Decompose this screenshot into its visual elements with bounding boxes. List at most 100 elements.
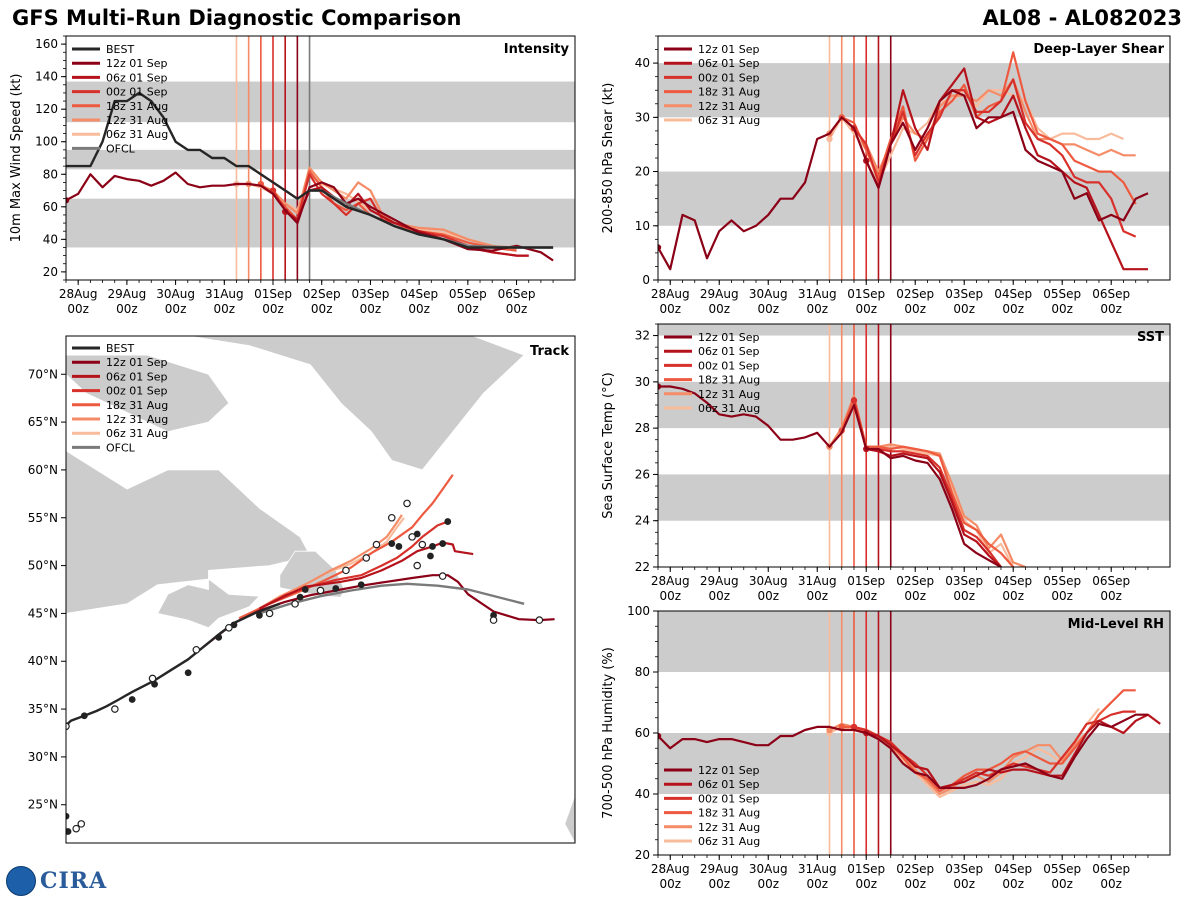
rh-xtick-date: 01Sep [847, 862, 885, 876]
track-marker-filled [296, 593, 304, 601]
track-marker-filled [388, 540, 396, 547]
africa-landmass [564, 795, 575, 843]
shear-plot-area [658, 36, 1170, 280]
track-title: Track [530, 344, 569, 359]
track-marker-open [413, 561, 422, 570]
rh-legend-label: 06z 31 Aug [698, 835, 760, 848]
cira-logo-text: CIRA [40, 868, 108, 894]
intensity-ytick-label: 60 [43, 200, 58, 214]
track-marker-filled [395, 543, 403, 550]
shear-legend-label: 00z 01 Sep [698, 71, 760, 84]
rh-ylabel: 700-500 hPa Humidity (%) [601, 647, 616, 819]
shear-xtick-hour: 00z [1051, 302, 1073, 316]
sst-xtick-hour: 00z [806, 589, 828, 603]
intensity-series-best [66, 91, 554, 249]
shear-legend-label: 18z 31 Aug [698, 86, 760, 99]
sst-ylabel: Sea Surface Temp (°C) [601, 372, 616, 519]
shear-xtick-date: 31Aug [798, 287, 837, 301]
sst-legend-label: 00z 01 Sep [698, 359, 760, 372]
sst-title: SST [1137, 330, 1164, 345]
intensity-xtick-date: 31Aug [205, 287, 244, 301]
shear-legend-label: 12z 31 Aug [698, 100, 760, 113]
sst-xtick-hour: 00z [757, 589, 779, 603]
sst-xtick-hour: 00z [855, 589, 877, 603]
track-legend-label: 06z 31 Aug [106, 427, 168, 440]
intensity-legend-label: 06z 31 Aug [106, 128, 168, 141]
rh-panel: 2040608010028Aug00z29Aug00z30Aug00z31Aug… [601, 604, 1171, 891]
intensity-band-1 [66, 149, 575, 170]
shear-xtick-date: 04Sep [994, 287, 1032, 301]
shear-ytick-label: 40 [635, 56, 650, 70]
shear-title: Deep-Layer Shear [1033, 42, 1164, 57]
intensity-xtick-date: 30Aug [156, 287, 195, 301]
intensity-ytick-label: 40 [43, 232, 58, 246]
sst-xtick-date: 05Sep [1043, 574, 1081, 588]
track-marker-open [111, 705, 119, 713]
greenland-landmass [188, 336, 525, 471]
track-marker-filled [429, 543, 436, 550]
shear-xtick-hour: 00z [757, 302, 779, 316]
rh-xtick-date: 04Sep [994, 862, 1032, 876]
storm-id-title: AL08 - AL082023 [982, 6, 1183, 30]
sst-xtick-hour: 00z [1100, 589, 1122, 603]
shear-panel: 01020304028Aug00z29Aug00z30Aug00z31Aug00… [601, 35, 1171, 316]
shear-ytick-label: 0 [642, 273, 650, 287]
sst-legend-label: 18z 31 Aug [698, 374, 760, 387]
track-ytick-label: 50°N [28, 559, 58, 573]
rh-xtick-date: 28Aug [651, 862, 690, 876]
track-map-area [66, 336, 575, 843]
sst-ytick-label: 26 [635, 467, 650, 481]
intensity-xtick-hour: 00z [262, 302, 284, 316]
sst-xtick-hour: 00z [1051, 589, 1073, 603]
rh-xtick-hour: 00z [953, 877, 975, 891]
sst-xtick-date: 03Sep [945, 574, 983, 588]
track-series-18z-31-aug [238, 474, 454, 620]
intensity-xtick-date: 02Sep [303, 287, 341, 301]
shear-xtick-date: 02Sep [896, 287, 934, 301]
shear-series-12z-01-sep [658, 89, 1149, 271]
rh-legend-label: 12z 01 Sep [698, 764, 760, 777]
intensity-legend-label: BEST [106, 43, 134, 56]
rh-legend-label: 06z 01 Sep [698, 778, 760, 791]
sst-xtick-hour: 00z [659, 589, 681, 603]
track-ytick-label: 65°N [28, 415, 58, 429]
shear-series-18z-31-aug [841, 51, 1137, 205]
rh-ytick-label: 80 [635, 665, 650, 679]
track-legend-label: 06z 01 Sep [106, 370, 168, 383]
rh-ytick-label: 40 [635, 787, 650, 801]
track-marker-open [342, 566, 350, 575]
rh-xtick-hour: 00z [1100, 877, 1122, 891]
shear-legend-label: 12z 01 Sep [698, 43, 760, 56]
shear-ytick-label: 30 [635, 110, 650, 124]
track-ytick-label: 40°N [28, 654, 58, 668]
track-marker-open [225, 623, 233, 632]
intensity-xtick-date: 05Sep [449, 287, 487, 301]
track-marker-filled [128, 696, 136, 703]
track-marker-open [438, 572, 447, 580]
track-marker-filled [357, 581, 365, 589]
track-frame [65, 335, 576, 844]
shear-xtick-date: 05Sep [1043, 287, 1081, 301]
track-marker-open [148, 674, 157, 683]
shear-xtick-hour: 00z [659, 302, 681, 316]
track-legend-label: BEST [106, 342, 134, 355]
sst-ytick-label: 30 [635, 375, 650, 389]
page-title: GFS Multi-Run Diagnostic Comparison [12, 6, 462, 30]
rh-xtick-hour: 00z [904, 877, 926, 891]
track-marker-open [403, 499, 411, 508]
intensity-xtick-date: 29Aug [108, 287, 147, 301]
shear-series-00z-01-sep [853, 78, 1137, 238]
intensity-ytick-label: 20 [43, 265, 58, 279]
rh-ytick-label: 20 [635, 848, 650, 862]
rh-xtick-date: 03Sep [945, 862, 983, 876]
shear-xtick-hour: 00z [953, 302, 975, 316]
sst-init-point-2 [850, 397, 858, 404]
track-marker-filled [184, 669, 192, 677]
intensity-xtick-hour: 00z [165, 302, 187, 316]
sst-xtick-date: 30Aug [749, 574, 788, 588]
sst-xtick-hour: 00z [904, 589, 926, 603]
sst-band-0 [658, 474, 1170, 521]
track-marker-filled [427, 552, 434, 560]
intensity-xtick-date: 03Sep [351, 287, 389, 301]
sst-xtick-date: 06Sep [1092, 574, 1130, 588]
